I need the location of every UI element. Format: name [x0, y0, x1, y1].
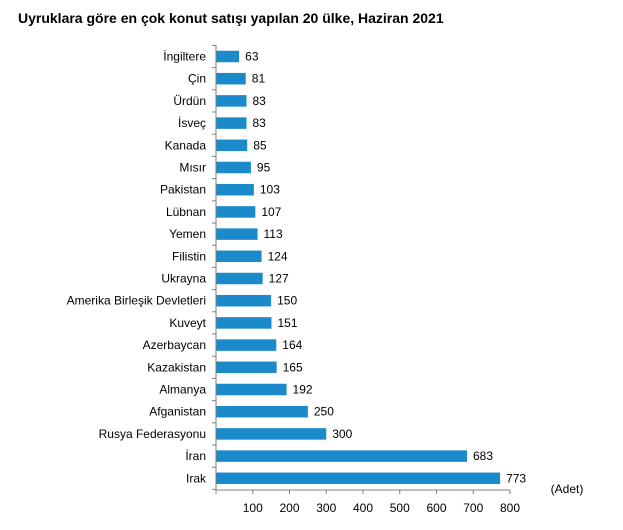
- bar: [216, 161, 251, 174]
- data-label: 107: [261, 205, 281, 219]
- bar: [216, 50, 240, 63]
- bar: [216, 95, 247, 107]
- bar: [216, 339, 277, 351]
- category-label: Yemen: [169, 227, 206, 241]
- bar: [216, 139, 248, 152]
- data-label: 773: [506, 471, 526, 485]
- data-label: 95: [257, 161, 271, 175]
- bar: [216, 272, 263, 285]
- x-tick-label: 300: [316, 501, 336, 515]
- bar: [216, 317, 272, 329]
- bar: [216, 206, 256, 218]
- x-tick-label: 100: [243, 501, 263, 515]
- bar: [216, 250, 262, 263]
- bar: [216, 294, 272, 307]
- category-label: Kanada: [165, 138, 207, 152]
- x-tick-label: 200: [279, 501, 299, 515]
- bar: [216, 361, 277, 374]
- x-tick-label: 400: [353, 501, 373, 515]
- category-label: Afganistan: [149, 405, 206, 419]
- category-label: Pakistan: [160, 183, 206, 197]
- category-label: İran: [185, 449, 206, 463]
- bar: [216, 228, 258, 240]
- category-label: Azerbaycan: [143, 338, 206, 352]
- x-tick-label: 800: [500, 501, 520, 515]
- data-label: 113: [264, 227, 283, 241]
- x-tick-label: 500: [390, 501, 410, 515]
- data-label: 103: [260, 183, 280, 197]
- data-label: 250: [314, 405, 334, 419]
- category-label: İsveç: [178, 116, 206, 130]
- data-label: 165: [283, 360, 303, 374]
- data-label: 300: [332, 427, 352, 441]
- category-label: Lübnan: [166, 205, 206, 219]
- category-label: İngiltere: [163, 50, 206, 64]
- data-label: 85: [253, 138, 267, 152]
- category-label: Irak: [186, 471, 207, 485]
- x-axis-unit-label: (Adet): [551, 482, 584, 496]
- data-label: 192: [293, 383, 313, 397]
- category-label: Amerika Birleşik Devletleri: [67, 294, 206, 308]
- x-tick-label: 700: [463, 501, 483, 515]
- category-label: Kuveyt: [169, 316, 206, 330]
- category-label: Mısır: [179, 161, 206, 175]
- bar: [216, 472, 501, 485]
- category-label: Çin: [188, 72, 206, 86]
- bar: [216, 428, 327, 440]
- axis-layer: 100 200 300 400 500 600 700 800 (Adet): [212, 44, 584, 515]
- category-label: Ukrayna: [161, 272, 206, 286]
- bar: [216, 183, 254, 196]
- data-label: 83: [253, 116, 267, 130]
- category-label: Rusya Federasyonu: [99, 427, 206, 441]
- x-tick-label: 600: [426, 501, 446, 515]
- data-label: 81: [252, 72, 266, 86]
- data-label: 124: [268, 249, 288, 263]
- data-label: 164: [282, 338, 302, 352]
- bars-layer: [216, 50, 501, 485]
- bar: [216, 383, 287, 396]
- labels-layer: İngiltere 63 Çin 81 Ürdün 83 İsveç 83 Kanada 85 Mı…: [67, 50, 527, 486]
- data-label: 151: [277, 316, 297, 330]
- category-label: Almanya: [159, 383, 206, 397]
- bar: [216, 405, 308, 418]
- data-label: 127: [269, 272, 289, 286]
- data-label: 63: [245, 50, 259, 64]
- category-label: Filistin: [172, 249, 206, 263]
- category-label: Kazakistan: [147, 360, 206, 374]
- bar: [216, 72, 246, 85]
- category-label: Ürdün: [173, 94, 206, 108]
- chart-title: Uyruklara göre en çok konut satışı yapıl…: [18, 10, 444, 26]
- data-label: 683: [473, 449, 493, 463]
- data-label: 83: [253, 94, 267, 108]
- bar: [216, 117, 247, 129]
- bar: [216, 450, 468, 462]
- data-label: 150: [277, 294, 297, 308]
